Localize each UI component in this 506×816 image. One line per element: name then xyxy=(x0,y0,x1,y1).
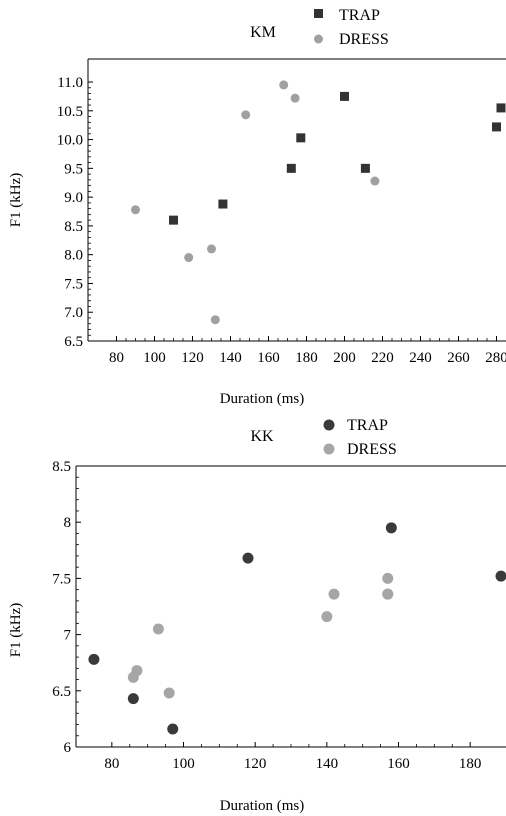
legend-label-kk-trap: TRAP xyxy=(347,417,388,434)
y-axis-title-km: F1 (kHz) xyxy=(8,173,24,228)
x-axis-title-km: Duration (ms) xyxy=(220,391,305,407)
legend-marker-km-dress xyxy=(314,34,323,44)
y-ticks-kk: 6 6.5 7 7.5 8 8.5 xyxy=(52,459,81,756)
legend-km: TRAP DRESS xyxy=(314,7,389,48)
x-tick-label: 260 xyxy=(447,350,470,366)
y-tick-label: 7 xyxy=(64,628,72,644)
data-point-dress xyxy=(321,611,333,623)
y-tick-label: 10.0 xyxy=(57,133,83,149)
x-tick-label: 80 xyxy=(109,350,124,366)
data-point-dress xyxy=(210,315,220,325)
data-point-trap xyxy=(492,122,501,132)
y-tick-label: 7.5 xyxy=(52,571,71,587)
legend-marker-kk-dress xyxy=(323,443,335,455)
plot-frame-kk xyxy=(75,465,506,748)
y-tick-label: 10.5 xyxy=(57,104,83,120)
x-ticks-km: 80 100 120 140 160 180 200 220 240 260 280 xyxy=(109,336,506,366)
legend-label-kk-dress: DRESS xyxy=(347,441,397,458)
x-tick-label: 120 xyxy=(244,756,267,772)
x-axis-title-kk: Duration (ms) xyxy=(220,798,305,814)
y-tick-label: 8.5 xyxy=(52,459,71,475)
chart-title-km: KM xyxy=(250,24,276,41)
x-tick-label: 80 xyxy=(104,756,119,772)
y-tick-label: 9.5 xyxy=(64,161,83,177)
y-tick-label: 6.5 xyxy=(52,684,71,700)
y-tick-label: 7.0 xyxy=(64,305,83,321)
legend-label-km-dress: DRESS xyxy=(339,31,389,48)
x-tick-label: 220 xyxy=(371,350,394,366)
data-point-dress xyxy=(382,588,394,600)
x-tick-label: 160 xyxy=(257,350,280,366)
data-point-dress xyxy=(163,687,175,699)
data-point-dress xyxy=(382,572,394,584)
legend-label-km-trap: TRAP xyxy=(339,7,380,24)
data-point-trap xyxy=(218,199,228,209)
x-tick-label: 120 xyxy=(181,350,204,366)
x-tick-label: 180 xyxy=(295,350,318,366)
x-ticks-kk: 80 100 120 140 160 180 xyxy=(104,742,481,772)
x-tick-label: 100 xyxy=(143,350,166,366)
legend-marker-km-trap xyxy=(314,9,323,18)
data-point-trap xyxy=(88,653,100,665)
chart-panel-kk: KK TRAP DRESS F1 (kHz) Duration (ms) 6 6.… xyxy=(8,417,506,814)
data-point-trap xyxy=(296,133,306,143)
data-point-trap xyxy=(495,570,506,582)
x-tick-label: 180 xyxy=(459,756,482,772)
chart-title-kk: KK xyxy=(250,428,274,445)
y-tick-label: 9.0 xyxy=(64,190,83,206)
data-point-trap xyxy=(127,693,139,705)
data-point-dress xyxy=(279,80,289,90)
data-point-trap xyxy=(167,723,179,735)
data-point-trap xyxy=(286,163,296,173)
chart-panel-km: KM TRAP DRESS F1 (kHz) Duration (ms) 6.5… xyxy=(8,7,506,407)
x-tick-label: 100 xyxy=(172,756,195,772)
data-point-trap xyxy=(340,91,349,101)
data-point-dress xyxy=(131,205,140,215)
data-point-trap xyxy=(242,552,254,564)
data-point-dress xyxy=(207,244,216,254)
x-tick-label: 240 xyxy=(409,350,432,366)
data-points-kk xyxy=(88,522,506,735)
data-point-trap xyxy=(360,163,370,173)
legend-kk: TRAP DRESS xyxy=(323,417,397,458)
y-tick-label: 7.5 xyxy=(64,276,83,292)
y-tick-label: 8.0 xyxy=(64,248,83,264)
y-tick-label: 8 xyxy=(64,515,72,531)
data-point-dress xyxy=(131,665,143,677)
x-tick-label: 200 xyxy=(333,350,356,366)
data-points-km xyxy=(131,80,506,325)
y-tick-label: 6 xyxy=(64,740,72,756)
data-point-dress xyxy=(370,176,380,186)
data-point-dress xyxy=(290,93,300,103)
y-tick-label: 6.5 xyxy=(64,334,83,350)
data-point-trap xyxy=(496,103,506,113)
x-tick-label: 140 xyxy=(316,756,339,772)
data-point-trap xyxy=(169,215,178,225)
data-point-trap xyxy=(385,522,397,534)
data-point-dress xyxy=(241,110,251,120)
y-axis-title-kk: F1 (kHz) xyxy=(8,603,24,658)
legend-marker-kk-trap xyxy=(323,419,335,431)
x-tick-label: 280 xyxy=(485,350,506,366)
data-point-dress xyxy=(152,623,164,635)
data-point-dress xyxy=(328,588,340,600)
x-tick-label: 140 xyxy=(219,350,242,366)
y-ticks-km: 6.5 7.0 7.5 8.0 8.5 9.0 9.5 10.0 10.5 11.0 xyxy=(57,75,93,350)
x-tick-label: 160 xyxy=(387,756,410,772)
data-point-dress xyxy=(184,253,194,263)
y-tick-label: 8.5 xyxy=(64,219,83,235)
y-tick-label: 11.0 xyxy=(57,75,83,91)
